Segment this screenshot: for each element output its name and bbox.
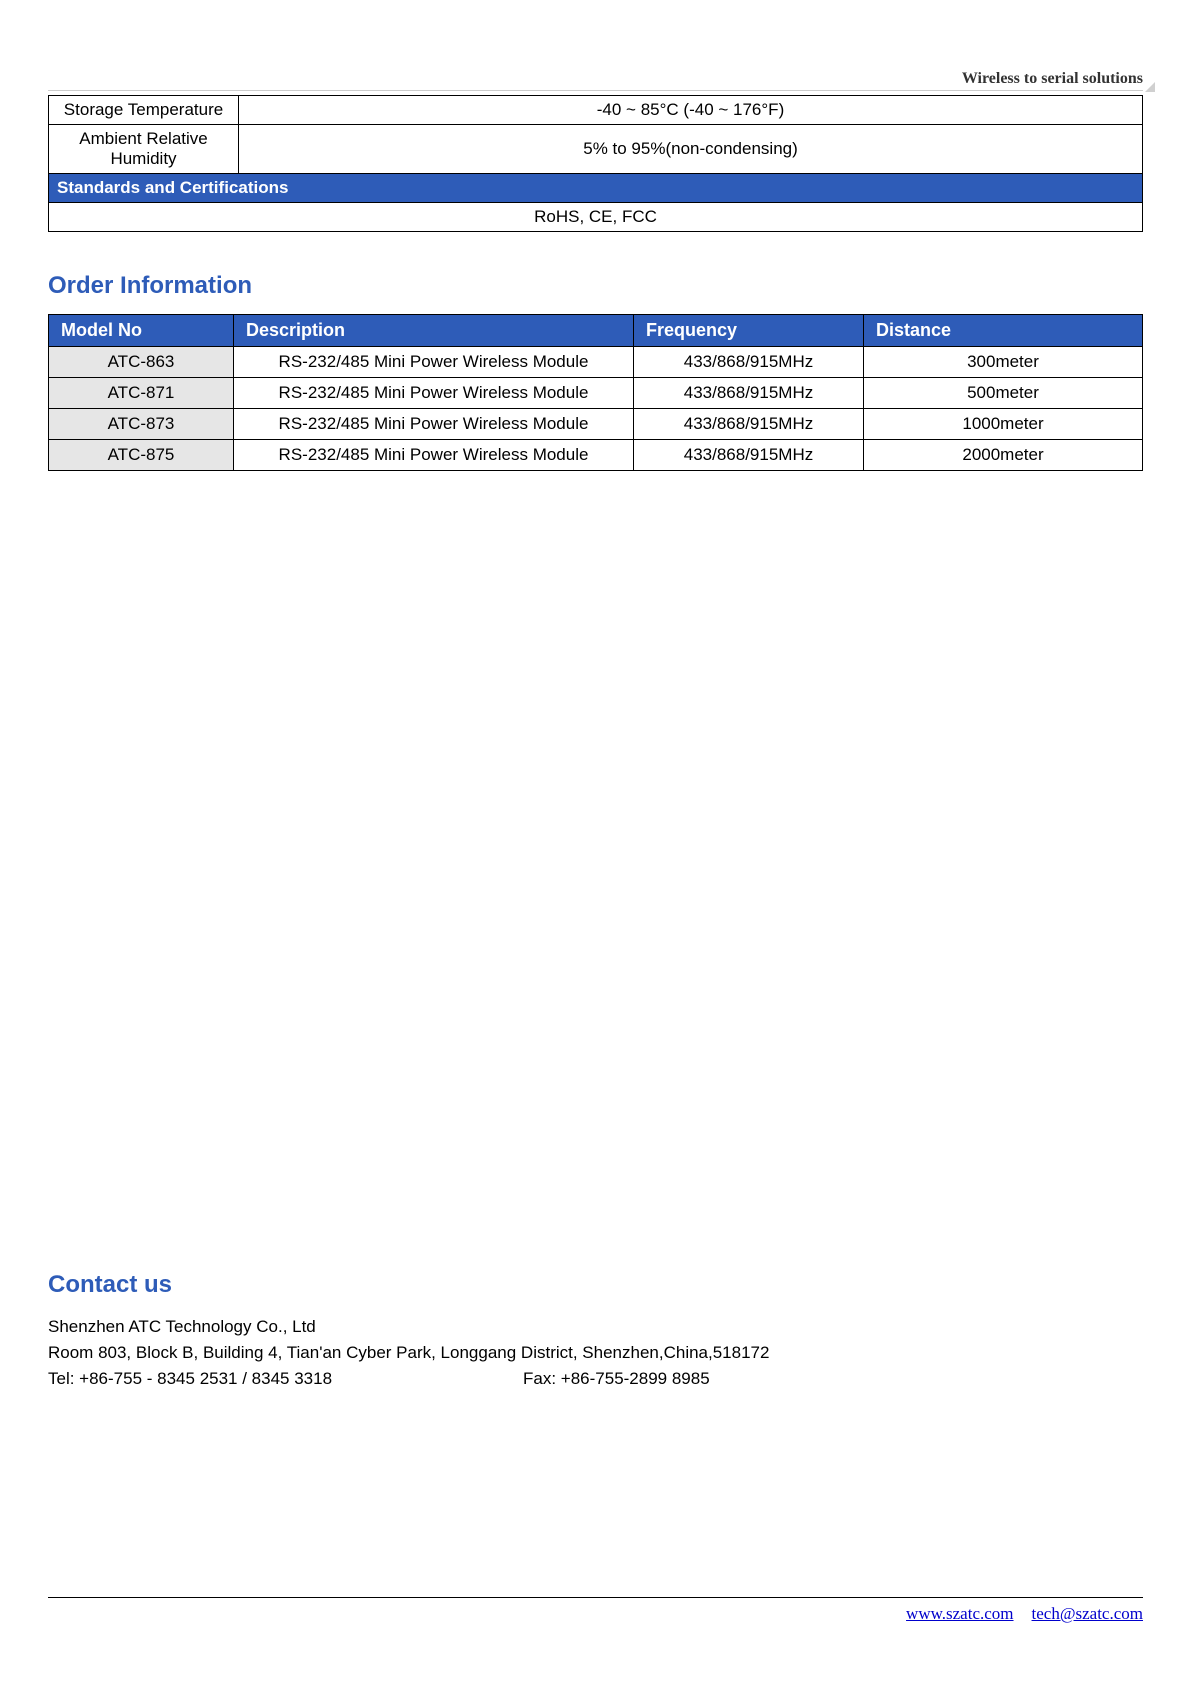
cell-distance: 2000meter <box>864 440 1143 471</box>
table-row: ATC-871 RS-232/485 Mini Power Wireless M… <box>49 378 1143 409</box>
table-row: ATC-873 RS-232/485 Mini Power Wireless M… <box>49 409 1143 440</box>
contact-address: Room 803, Block B, Building 4, Tian'an C… <box>48 1343 1143 1363</box>
contact-block: Contact us Shenzhen ATC Technology Co., … <box>48 1271 1143 1389</box>
contact-title: Contact us <box>48 1271 1143 1299</box>
order-info-title: Order Information <box>48 272 1143 300</box>
section-header: Standards and Certifications <box>49 174 1143 203</box>
table-row: Ambient Relative Humidity 5% to 95%(non-… <box>49 125 1143 174</box>
contact-company: Shenzhen ATC Technology Co., Ltd <box>48 1317 1143 1337</box>
cell-distance: 300meter <box>864 347 1143 378</box>
cell-frequency: 433/868/915MHz <box>634 378 864 409</box>
spec-label: Ambient Relative Humidity <box>49 125 239 174</box>
contact-fax: Fax: +86-755-2899 8985 <box>523 1369 710 1389</box>
spec-value: -40 ~ 85°C (-40 ~ 176°F) <box>239 96 1143 125</box>
cell-description: RS-232/485 Mini Power Wireless Module <box>234 440 634 471</box>
spec-table: Storage Temperature -40 ~ 85°C (-40 ~ 17… <box>48 95 1143 232</box>
cell-distance: 1000meter <box>864 409 1143 440</box>
col-description: Description <box>234 315 634 347</box>
footer-website-link[interactable]: www.szatc.com <box>906 1604 1013 1623</box>
order-table: Model No Description Frequency Distance … <box>48 314 1143 471</box>
table-row: Storage Temperature -40 ~ 85°C (-40 ~ 17… <box>49 96 1143 125</box>
spec-value: RoHS, CE, FCC <box>49 203 1143 232</box>
table-row: RoHS, CE, FCC <box>49 203 1143 232</box>
cell-model: ATC-873 <box>49 409 234 440</box>
cell-frequency: 433/868/915MHz <box>634 409 864 440</box>
contact-tel: Tel: +86-755 - 8345 2531 / 8345 3318 <box>48 1369 523 1389</box>
header-tagline: Wireless to serial solutions <box>48 70 1143 91</box>
table-row: ATC-875 RS-232/485 Mini Power Wireless M… <box>49 440 1143 471</box>
order-header-row: Model No Description Frequency Distance <box>49 315 1143 347</box>
col-distance: Distance <box>864 315 1143 347</box>
col-model: Model No <box>49 315 234 347</box>
table-row: ATC-863 RS-232/485 Mini Power Wireless M… <box>49 347 1143 378</box>
cell-description: RS-232/485 Mini Power Wireless Module <box>234 347 634 378</box>
col-frequency: Frequency <box>634 315 864 347</box>
spec-label: Storage Temperature <box>49 96 239 125</box>
footer: www.szatc.com tech@szatc.com <box>48 1597 1143 1624</box>
contact-phone-row: Tel: +86-755 - 8345 2531 / 8345 3318 Fax… <box>48 1369 1143 1389</box>
cell-description: RS-232/485 Mini Power Wireless Module <box>234 409 634 440</box>
cell-model: ATC-875 <box>49 440 234 471</box>
spec-value: 5% to 95%(non-condensing) <box>239 125 1143 174</box>
cell-distance: 500meter <box>864 378 1143 409</box>
tagline-text: Wireless to serial solutions <box>962 70 1143 87</box>
cell-model: ATC-863 <box>49 347 234 378</box>
cell-frequency: 433/868/915MHz <box>634 347 864 378</box>
cell-description: RS-232/485 Mini Power Wireless Module <box>234 378 634 409</box>
cell-frequency: 433/868/915MHz <box>634 440 864 471</box>
cell-model: ATC-871 <box>49 378 234 409</box>
corner-ornament <box>1145 82 1155 92</box>
section-header-row: Standards and Certifications <box>49 174 1143 203</box>
footer-email-link[interactable]: tech@szatc.com <box>1032 1604 1143 1623</box>
